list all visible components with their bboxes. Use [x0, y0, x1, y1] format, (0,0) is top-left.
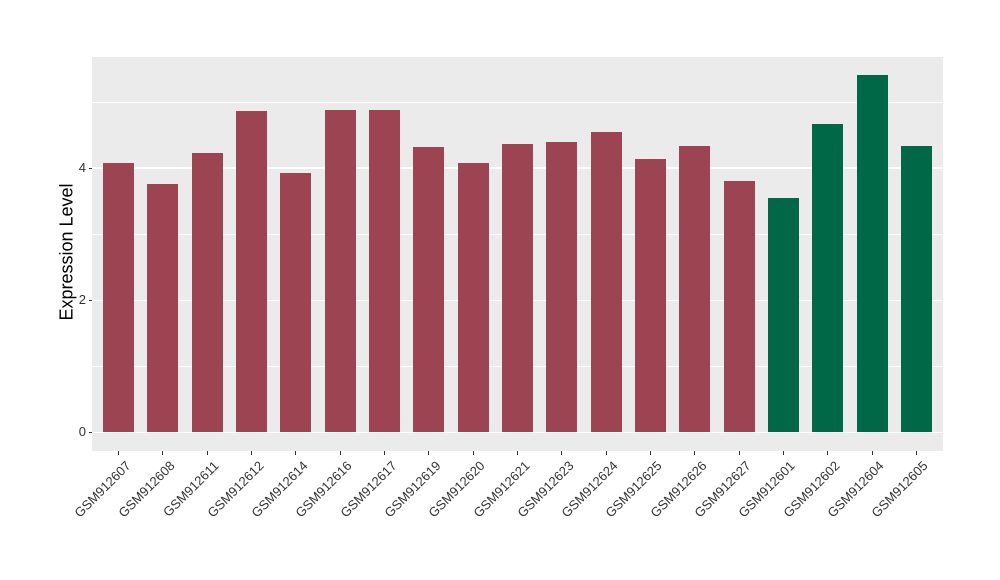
bar-GSM912612	[236, 111, 268, 433]
x-tick-mark	[649, 451, 651, 455]
y-tick-label: 0	[78, 424, 86, 440]
x-tick-mark	[605, 451, 607, 455]
bar-GSM912627	[723, 181, 755, 433]
x-tick-mark	[339, 451, 341, 455]
bar-GSM912624	[590, 132, 622, 433]
x-tick-mark	[251, 451, 253, 455]
bar-GSM912605	[900, 145, 932, 433]
bar-GSM912614	[280, 173, 312, 433]
x-tick-mark	[561, 451, 563, 455]
x-tick-mark	[295, 451, 297, 455]
x-tick-mark	[827, 451, 829, 455]
bar-GSM912626	[679, 146, 711, 433]
y-tick-label: 4	[78, 160, 86, 176]
y-tick-mark	[88, 431, 92, 433]
x-tick-mark	[428, 451, 430, 455]
gridline-major	[92, 431, 943, 434]
bar-GSM912623	[546, 142, 578, 433]
bar-GSM912625	[634, 158, 666, 433]
y-tick-label: 2	[78, 292, 86, 308]
bar-GSM912616	[324, 109, 356, 433]
bar-GSM912619	[413, 146, 445, 433]
x-tick-mark	[782, 451, 784, 455]
gridline-minor	[92, 101, 943, 103]
x-tick-mark	[738, 451, 740, 455]
x-tick-mark	[871, 451, 873, 455]
x-tick-mark	[384, 451, 386, 455]
bar-GSM912621	[501, 144, 533, 433]
bar-GSM912604	[856, 74, 888, 433]
bar-GSM912617	[369, 109, 401, 433]
bar-GSM912620	[457, 162, 489, 433]
plot-panel	[92, 57, 943, 451]
bar-GSM912611	[191, 152, 223, 433]
x-tick-mark	[517, 451, 518, 455]
bar-GSM912601	[767, 198, 799, 433]
y-tick-mark	[88, 299, 92, 301]
x-tick-mark	[694, 451, 696, 455]
bar-GSM912602	[812, 123, 844, 433]
bar-GSM912608	[147, 183, 179, 433]
x-tick-mark	[118, 451, 120, 455]
x-tick-mark	[915, 451, 917, 455]
x-tick-mark	[162, 451, 164, 455]
x-tick-mark	[206, 451, 208, 455]
x-tick-mark	[472, 451, 474, 455]
bar-GSM912607	[103, 162, 135, 433]
y-tick-mark	[88, 167, 92, 169]
